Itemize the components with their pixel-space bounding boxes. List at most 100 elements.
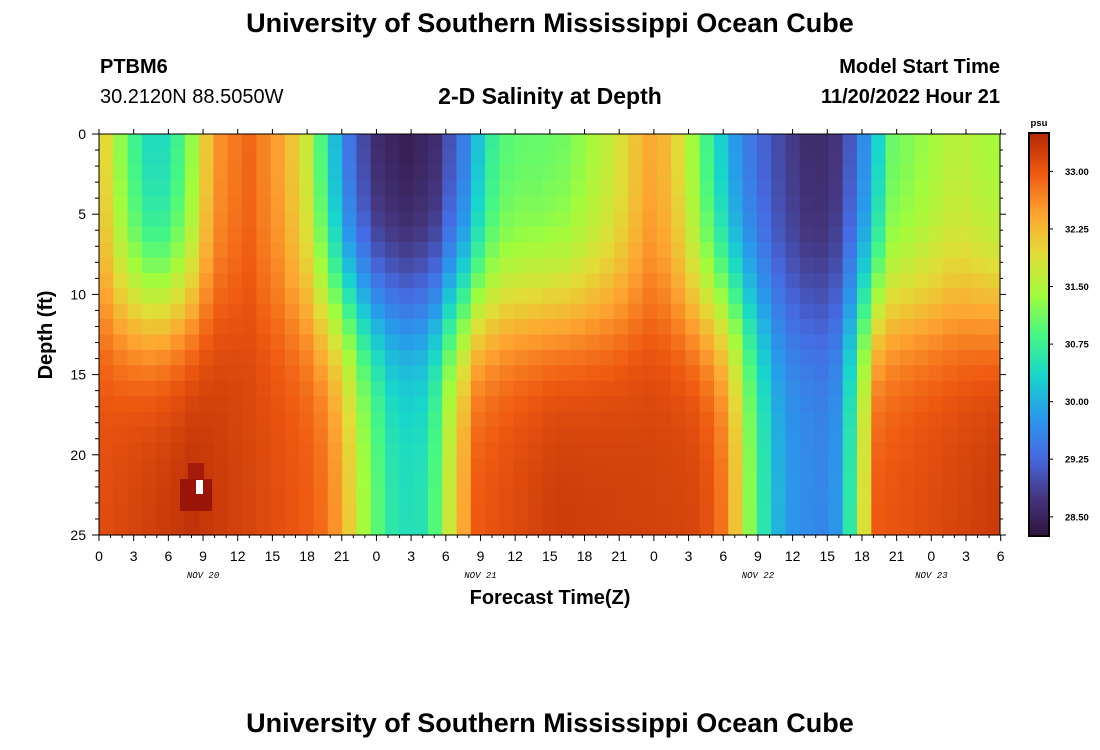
heatmap-cell	[99, 519, 114, 536]
heatmap-cell	[985, 473, 1001, 490]
heatmap-cell	[628, 365, 644, 382]
heatmap-cell	[528, 288, 543, 305]
heatmap-cell	[242, 334, 257, 351]
heatmap-cell	[556, 134, 572, 151]
heatmap-cell	[199, 334, 215, 351]
colorbar-segment	[1029, 310, 1049, 315]
heatmap-cell	[442, 442, 458, 459]
heatmap-cell	[170, 365, 186, 382]
heatmap-cell	[127, 149, 143, 166]
heatmap-cell	[227, 380, 243, 397]
heatmap-cell	[785, 180, 801, 197]
heatmap-cell	[985, 411, 1001, 428]
heatmap-cell	[570, 272, 586, 289]
heatmap-cell	[957, 211, 972, 228]
heatmap-cell	[914, 365, 930, 382]
heatmap-cell	[713, 334, 729, 351]
heatmap-cell	[756, 257, 772, 274]
heatmap-cell	[556, 519, 572, 536]
heatmap-cell	[356, 226, 372, 243]
heatmap-cell	[528, 396, 543, 413]
heatmap-cell	[842, 457, 858, 474]
heatmap-cell	[342, 457, 358, 474]
heatmap-cell	[227, 226, 243, 243]
heatmap-cell	[771, 149, 787, 166]
colorbar-segment	[1029, 421, 1049, 426]
heatmap-cell	[427, 396, 443, 413]
heatmap-cell	[227, 396, 243, 413]
heatmap-cell	[699, 411, 715, 428]
heatmap-cell	[442, 195, 458, 212]
heatmap-cell	[542, 149, 558, 166]
heatmap-cell	[227, 457, 243, 474]
heatmap-cell	[113, 134, 129, 151]
heatmap-cell	[899, 134, 915, 151]
heatmap-cell	[828, 149, 844, 166]
heatmap-cell	[542, 134, 558, 151]
colorbar-segment	[1029, 525, 1049, 530]
heatmap-cell	[456, 211, 472, 228]
heatmap-cell	[985, 457, 1001, 474]
heatmap-cell	[370, 427, 386, 444]
x-tick-label: 0	[95, 548, 103, 564]
heatmap-cell	[957, 349, 972, 366]
heatmap-cell	[928, 257, 944, 274]
heatmap-cell	[742, 303, 758, 320]
heatmap-cell	[227, 164, 243, 181]
colorbar-tick-label: 29.25	[1065, 455, 1089, 466]
heatmap-cell	[985, 226, 1001, 243]
heatmap-cell	[713, 396, 729, 413]
heatmap-cell	[327, 164, 343, 181]
heatmap-cell	[728, 427, 744, 444]
colorbar-segment	[1029, 216, 1049, 221]
heatmap-cell	[127, 427, 143, 444]
heatmap-cell	[713, 288, 729, 305]
heatmap-cell	[513, 349, 529, 366]
heatmap-cell	[256, 226, 272, 243]
colorbar-segment	[1029, 405, 1049, 409]
heatmap-cell	[141, 164, 157, 181]
heatmap-cell	[957, 411, 972, 428]
heatmap-cell	[814, 272, 829, 289]
heatmap-cell	[356, 442, 372, 459]
heatmap-cell	[528, 473, 543, 490]
heatmap-cell	[170, 257, 186, 274]
heatmap-cell	[356, 272, 372, 289]
heatmap-cell	[771, 272, 787, 289]
heatmap-cell	[957, 457, 972, 474]
heatmap-cell	[799, 457, 815, 474]
x-tick-label: 21	[889, 548, 905, 564]
heatmap-cell	[685, 380, 701, 397]
heatmap-cell	[656, 226, 672, 243]
heatmap-cell	[613, 195, 629, 212]
colorbar-segment	[1029, 277, 1049, 282]
heatmap-cell	[599, 396, 615, 413]
heatmap-cell	[528, 442, 543, 459]
heatmap-cell	[971, 411, 987, 428]
heatmap-cell	[885, 226, 901, 243]
heatmap-cell	[656, 288, 672, 305]
heatmap-cell	[856, 411, 872, 428]
heatmap-cell	[728, 411, 744, 428]
heatmap-cell	[785, 272, 801, 289]
heatmap-cell	[356, 380, 372, 397]
heatmap-cell	[499, 319, 515, 336]
heatmap-cell	[385, 442, 400, 459]
heatmap-cell	[928, 226, 944, 243]
heatmap-cell	[942, 319, 958, 336]
heatmap-cell	[399, 442, 415, 459]
heatmap-cell	[728, 504, 744, 521]
heatmap-cell	[628, 457, 644, 474]
colorbar-segment	[1029, 213, 1049, 218]
heatmap-cell	[156, 211, 172, 228]
heatmap-cell	[599, 504, 615, 521]
heatmap-cell	[127, 442, 143, 459]
heatmap-cell	[785, 411, 801, 428]
heatmap-cell	[456, 241, 472, 258]
heatmap-cell	[556, 396, 572, 413]
heatmap-cell	[728, 272, 744, 289]
heatmap-cell	[814, 473, 829, 490]
heatmap-cell	[785, 257, 801, 274]
heatmap-cell	[413, 149, 429, 166]
heatmap-cell	[570, 149, 586, 166]
